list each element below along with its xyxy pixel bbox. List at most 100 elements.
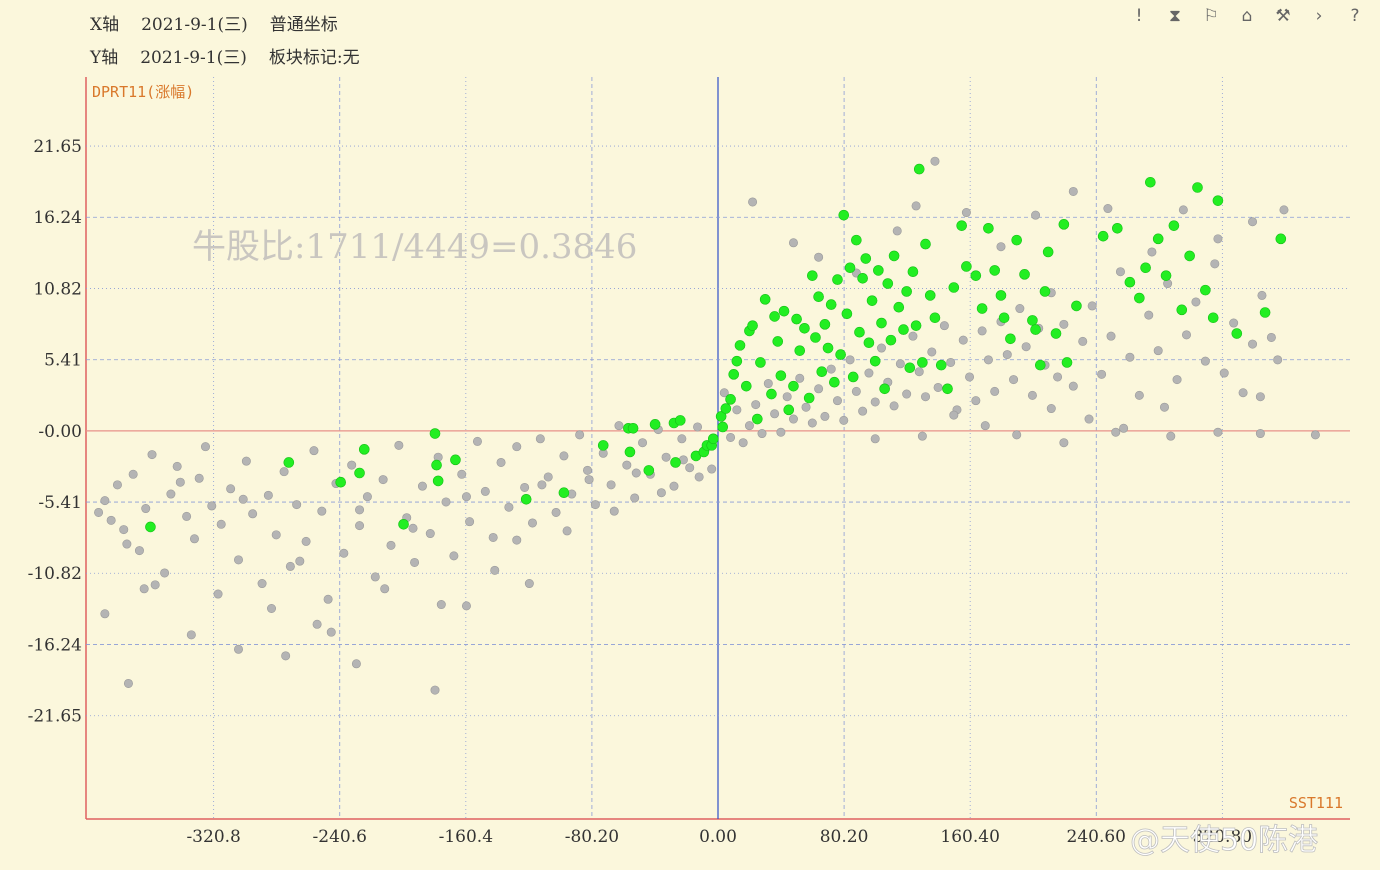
help-icon[interactable]: ?	[1350, 6, 1360, 26]
gray-point	[590, 500, 600, 510]
gray-point	[309, 446, 319, 456]
green-point	[431, 459, 442, 471]
green-point	[822, 342, 834, 354]
gray-point	[864, 368, 874, 378]
x-tick-label: 0.00	[699, 827, 737, 847]
green-point	[1134, 292, 1145, 304]
green-point	[734, 340, 746, 351]
x-coordinate-mode[interactable]: 普通坐标	[269, 15, 338, 35]
sector-mark[interactable]: 板块标记:无	[268, 48, 360, 68]
gray-point	[814, 252, 824, 262]
gray-point	[669, 481, 679, 491]
green-point	[956, 220, 967, 231]
green-point	[788, 380, 799, 392]
gray-point	[1172, 375, 1182, 385]
gray-point	[512, 442, 522, 452]
gray-point	[1106, 331, 1116, 341]
gray-point	[614, 421, 624, 431]
green-point	[910, 320, 922, 331]
green-point	[863, 337, 875, 349]
x-date[interactable]: 2021-9-1(三)	[141, 15, 248, 35]
gray-point	[380, 584, 390, 594]
gray-point	[430, 685, 440, 695]
green-point	[803, 392, 815, 404]
green-point	[929, 312, 941, 324]
gray-point	[584, 475, 594, 485]
chevron-right-icon[interactable]: ›	[1315, 6, 1323, 26]
gray-point	[977, 326, 987, 336]
info-icon[interactable]: !	[1135, 6, 1143, 26]
green-point	[841, 308, 853, 320]
green-point	[882, 278, 894, 289]
flag-icon[interactable]: ⚐	[1203, 6, 1219, 26]
green-point	[747, 320, 758, 331]
annotation-text: 牛股比:1711/4449=0.3846	[192, 227, 637, 267]
green-point	[832, 274, 843, 285]
gray-point	[1273, 355, 1283, 365]
gray-point	[776, 427, 786, 437]
green-point	[1005, 333, 1016, 345]
gray-point	[807, 418, 817, 428]
gray-point	[512, 535, 522, 545]
green-point	[948, 282, 960, 293]
x-tick-label: -320.8	[186, 827, 240, 847]
gray-point	[537, 480, 547, 490]
green-point	[649, 419, 661, 430]
gray-point	[622, 460, 632, 470]
y-tick-label: -5.41	[38, 493, 82, 513]
toolbar: ! ⧗ ⚐ ⌂ ⚒ ›?	[1128, 4, 1366, 28]
gray-point	[877, 343, 887, 353]
green-point	[1160, 270, 1172, 281]
green-point	[778, 305, 790, 317]
gray-point	[449, 551, 459, 561]
gray-point	[1255, 429, 1265, 439]
gray-point	[347, 460, 357, 470]
gray-point	[226, 484, 236, 494]
green-point	[1192, 182, 1203, 193]
gray-point	[1200, 356, 1210, 366]
gray-point	[119, 525, 129, 535]
gray-point	[1084, 414, 1094, 424]
gray-point	[958, 335, 968, 345]
green-point	[1034, 359, 1046, 371]
gray-point	[661, 452, 671, 462]
gray-point	[832, 396, 842, 406]
y-tick-label: 10.82	[33, 280, 82, 300]
green-point	[873, 265, 884, 276]
wrench-icon[interactable]: ⚒	[1275, 6, 1291, 26]
green-point	[1207, 312, 1219, 324]
y-tick-label: -0.00	[38, 422, 82, 442]
green-point	[627, 422, 639, 434]
gray-point	[504, 502, 514, 512]
gray-point	[933, 382, 943, 392]
green-point	[961, 261, 972, 272]
gray-point	[914, 367, 924, 377]
gray-point	[562, 526, 572, 536]
gray-point	[782, 392, 792, 402]
green-point	[920, 238, 931, 250]
gray-point	[908, 331, 918, 341]
gray-point	[194, 473, 204, 483]
gray-point	[1210, 259, 1220, 269]
gray-point	[1248, 217, 1258, 227]
y-date[interactable]: 2021-9-1(三)	[140, 48, 247, 68]
green-point	[1039, 286, 1051, 297]
green-point	[998, 312, 1010, 324]
gray-point	[408, 523, 418, 533]
gray-point	[1144, 310, 1154, 320]
green-point	[1184, 250, 1195, 262]
gray-point	[1166, 431, 1176, 441]
gray-point	[271, 530, 281, 540]
gray-point	[1213, 234, 1223, 244]
gray-point	[535, 434, 545, 444]
green-point	[876, 317, 887, 329]
gray-point	[1068, 186, 1078, 196]
hourglass-icon[interactable]: ⧗	[1169, 6, 1181, 26]
tag-icon[interactable]: ⌂	[1241, 6, 1253, 26]
gray-point	[175, 477, 185, 487]
green-point	[624, 446, 636, 458]
green-point	[976, 303, 988, 314]
green-point	[989, 265, 1000, 276]
green-point	[885, 334, 897, 346]
